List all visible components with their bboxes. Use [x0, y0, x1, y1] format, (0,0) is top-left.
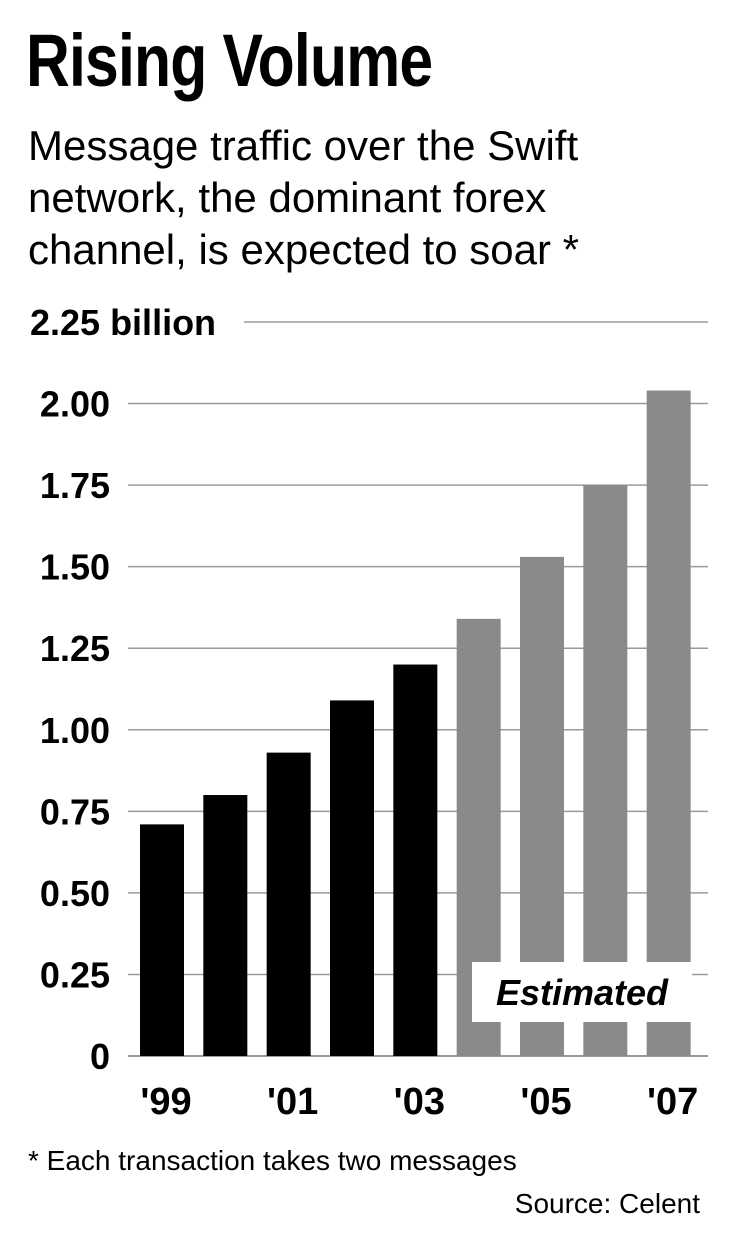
y-tick-label: 0 [90, 1036, 110, 1077]
x-tick-label: '03 [394, 1081, 445, 1123]
y-tick-label: 0.25 [40, 954, 110, 995]
subtitle-line: channel, is expected to soar * [28, 226, 580, 273]
bar [266, 752, 311, 1056]
x-tick-label: '99 [140, 1081, 191, 1123]
y-tick-label: 1.75 [40, 465, 110, 506]
estimated-bar [583, 485, 628, 1057]
bar-chart: 0 0.25 0.50 0.75 1.00 1.25 1.50 1.75 2.00 2.25 bi… [30, 302, 708, 1123]
bar [330, 700, 374, 1056]
estimated-bar [646, 390, 691, 1056]
y-tick-label: 1.25 [40, 628, 110, 669]
estimated-label: Estimated [496, 972, 669, 1013]
bar [203, 795, 248, 1056]
subtitle-line: Message traffic over the Swift [28, 122, 579, 169]
footnote: * Each transaction takes two messages [28, 1145, 517, 1176]
x-tick-label: '01 [267, 1081, 318, 1123]
source-note: Source: Celent [514, 1188, 700, 1219]
y-tick-label: 2.25 billion [30, 302, 216, 343]
bar [140, 824, 184, 1056]
y-tick-label: 1.50 [40, 547, 110, 588]
y-tick-label: 1.00 [40, 710, 110, 751]
x-tick-label: '07 [647, 1081, 698, 1123]
chart-title: Rising Volume [26, 19, 433, 102]
subtitle-line: network, the dominant forex [28, 174, 547, 221]
y-tick-label: 0.75 [40, 791, 110, 832]
chart-subtitle: Message traffic over the Swift network, … [28, 120, 728, 276]
y-tick-label: 0.50 [40, 873, 110, 914]
estimated-label-box [472, 962, 692, 1022]
x-tick-label: '05 [520, 1081, 571, 1123]
y-tick-label: 2.00 [40, 384, 110, 425]
bar [393, 664, 438, 1056]
